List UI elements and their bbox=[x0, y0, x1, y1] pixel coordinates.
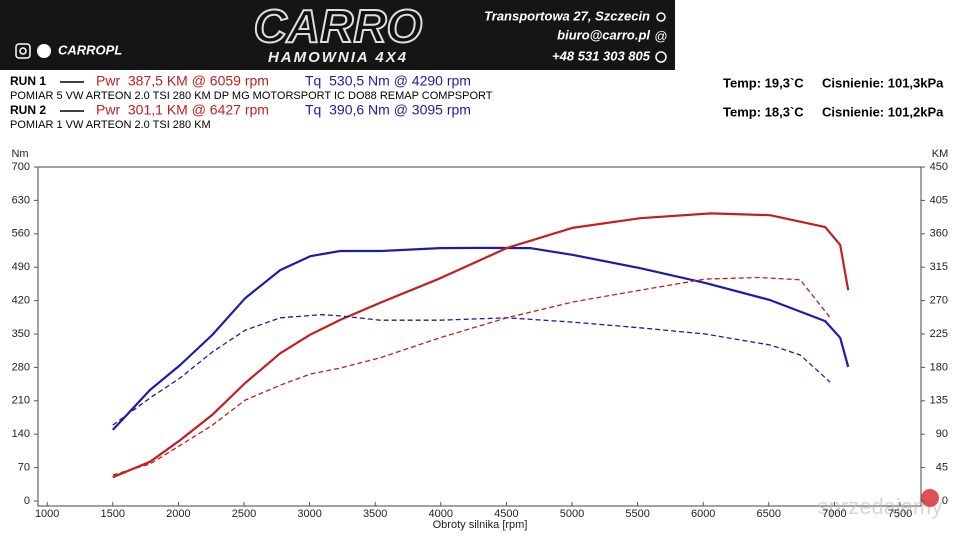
y-tick-label: 0 bbox=[24, 495, 30, 507]
y2-tick-label: 135 bbox=[930, 395, 948, 407]
y2-tick-label: 360 bbox=[930, 228, 948, 240]
y2-tick-label: 450 bbox=[930, 161, 948, 173]
x-tick-label: 3000 bbox=[297, 508, 321, 520]
run-label: RUN 2 bbox=[10, 103, 46, 117]
y2-axis-label: KM bbox=[932, 148, 949, 160]
curve bbox=[111, 246, 850, 431]
dashed-curve bbox=[112, 276, 831, 476]
x-tick-label: 2000 bbox=[166, 508, 190, 520]
y-axis-label: Nm bbox=[11, 148, 28, 160]
phone: +48 531 303 805 bbox=[552, 48, 651, 63]
facebook-icon bbox=[37, 44, 51, 58]
logo: CARRO bbox=[254, 0, 423, 52]
y-tick-label: 70 bbox=[18, 462, 30, 474]
run-pressure: Cisnienie: 101,2kPa bbox=[822, 104, 944, 119]
run-torque: Tq 390,6 Nm @ 3095 rpm bbox=[305, 102, 471, 118]
y2-tick-label: 45 bbox=[936, 462, 948, 474]
run-description: POMIAR 1 VW ARTEON 2.0 TSI 280 KM bbox=[10, 119, 211, 131]
y2-tick-label: 90 bbox=[936, 428, 948, 440]
run-pressure: Cisnienie: 101,3kPa bbox=[822, 75, 944, 90]
run-description: POMIAR 5 VW ARTEON 2.0 TSI 280 KM DP MG … bbox=[10, 90, 493, 102]
x-tick-label: 7500 bbox=[888, 508, 912, 520]
logo-subtitle: HAMOWNIA 4X4 bbox=[268, 49, 408, 66]
run-temperature: Temp: 18,3`C bbox=[723, 104, 804, 119]
run-temperature: Temp: 19,3`C bbox=[723, 75, 804, 90]
run-power: Pwr 301,1 KM @ 6427 rpm bbox=[96, 102, 269, 118]
y2-tick-label: 315 bbox=[930, 261, 948, 273]
y-tick-label: 350 bbox=[12, 328, 30, 340]
header-band bbox=[0, 0, 675, 70]
x-tick-label: 3500 bbox=[363, 508, 387, 520]
x-tick-label: 7000 bbox=[822, 508, 846, 520]
x-tick-label: 4000 bbox=[429, 508, 453, 520]
watermark-icon bbox=[921, 489, 939, 507]
y-tick-label: 210 bbox=[12, 395, 30, 407]
phone-icon bbox=[655, 51, 667, 63]
y2-tick-label: 225 bbox=[930, 328, 948, 340]
y-tick-label: 700 bbox=[12, 161, 30, 173]
x-axis-label: Obroty silnika [rpm] bbox=[433, 519, 528, 531]
address: Transportowa 27, Szczecin bbox=[484, 8, 650, 23]
email: biuro@carro.pl bbox=[557, 27, 650, 42]
y-tick-label: 140 bbox=[12, 428, 30, 440]
instagram-icon bbox=[15, 43, 31, 59]
x-tick-label: 5500 bbox=[625, 508, 649, 520]
y2-tick-label: 270 bbox=[930, 295, 948, 307]
y-tick-label: 560 bbox=[12, 228, 30, 240]
y2-tick-label: 0 bbox=[942, 495, 948, 507]
run-label: RUN 1 bbox=[10, 74, 46, 88]
x-tick-label: 2500 bbox=[232, 508, 256, 520]
pin-icon bbox=[656, 12, 666, 22]
x-tick-label: 6000 bbox=[691, 508, 715, 520]
run-torque: Tq 530,5 Nm @ 4290 rpm bbox=[305, 73, 471, 89]
y-tick-label: 280 bbox=[12, 361, 30, 373]
brand: CARROPL bbox=[58, 42, 122, 57]
y2-tick-label: 405 bbox=[930, 194, 948, 206]
y-tick-label: 490 bbox=[12, 261, 30, 273]
dashed-curve bbox=[112, 313, 831, 426]
y-tick-label: 420 bbox=[12, 295, 30, 307]
x-tick-label: 5000 bbox=[560, 508, 584, 520]
x-tick-label: 1500 bbox=[101, 508, 125, 520]
run-power: Pwr 387,5 KM @ 6059 rpm bbox=[96, 73, 269, 89]
x-tick-label: 4500 bbox=[494, 508, 518, 520]
at-icon: @ bbox=[654, 28, 667, 43]
x-tick-label: 1000 bbox=[35, 508, 59, 520]
instagram-icon-lens bbox=[19, 47, 27, 55]
y2-tick-label: 180 bbox=[930, 361, 948, 373]
x-tick-label: 6500 bbox=[757, 508, 781, 520]
curve bbox=[112, 212, 850, 479]
plot-frame bbox=[37, 166, 922, 507]
y-tick-label: 630 bbox=[12, 194, 30, 206]
